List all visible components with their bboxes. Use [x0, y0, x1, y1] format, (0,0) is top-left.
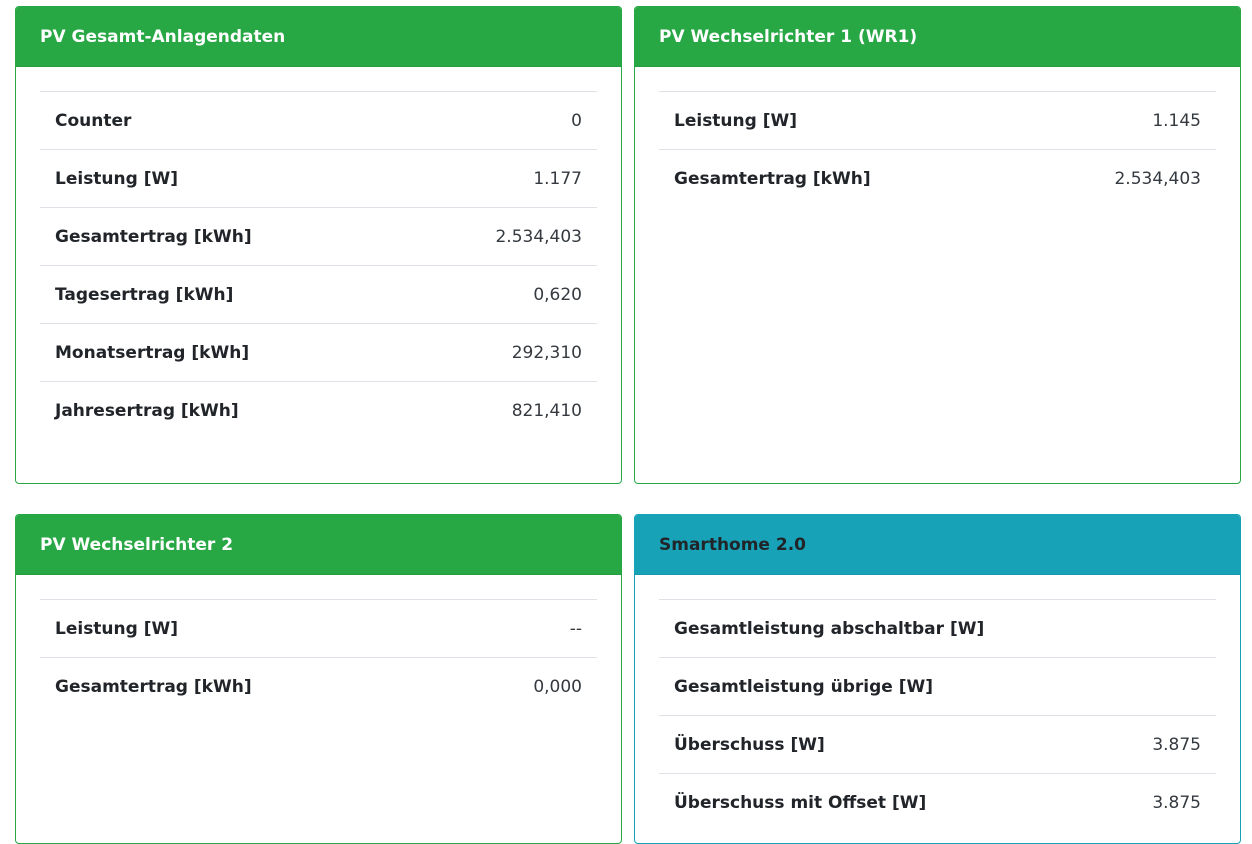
- row-value: [1111, 599, 1216, 658]
- table-row: Gesamtleistung übrige [W]: [659, 657, 1216, 716]
- card-pv-wr1: PV Wechselrichter 1 (WR1) Leistung [W] 1…: [634, 6, 1241, 484]
- row-value: 2.534,403: [1026, 149, 1216, 208]
- row-label: Counter: [40, 91, 408, 150]
- row-label: Leistung [W]: [40, 599, 454, 658]
- row-label: Gesamtleistung übrige [W]: [659, 657, 1112, 716]
- row-label: Gesamtertrag [kWh]: [40, 207, 408, 266]
- table-row: Gesamtertrag [kWh] 2.534,403: [40, 207, 597, 266]
- row-value: 0,620: [407, 265, 597, 324]
- row-label: Leistung [W]: [659, 91, 1027, 150]
- table-row: Überschuss [W] 3.875: [659, 715, 1216, 774]
- row-label: Jahresertrag [kWh]: [40, 381, 408, 440]
- row-label: Gesamtleistung abschaltbar [W]: [659, 599, 1112, 658]
- smarthome-table: Gesamtleistung abschaltbar [W] Gesamtlei…: [659, 599, 1216, 832]
- table-row: Leistung [W] 1.177: [40, 149, 597, 208]
- table-row: Jahresertrag [kWh] 821,410: [40, 381, 597, 440]
- row-value: --: [453, 599, 597, 658]
- row-value: 1.145: [1026, 91, 1216, 150]
- card-pv-wr2: PV Wechselrichter 2 Leistung [W] -- Gesa…: [15, 514, 622, 844]
- table-row: Monatsertrag [kWh] 292,310: [40, 323, 597, 382]
- card-smarthome: Smarthome 2.0 Gesamtleistung abschaltbar…: [634, 514, 1241, 844]
- row-label: Gesamtertrag [kWh]: [659, 149, 1027, 208]
- row-value: 2.534,403: [407, 207, 597, 266]
- table-row: Leistung [W] 1.145: [659, 91, 1216, 150]
- row-value: 0: [407, 91, 597, 150]
- row-label: Monatsertrag [kWh]: [40, 323, 408, 382]
- card-header-pv-wr1: PV Wechselrichter 1 (WR1): [635, 7, 1240, 67]
- table-row: Gesamtertrag [kWh] 2.534,403: [659, 149, 1216, 208]
- row-label: Überschuss [W]: [659, 715, 1112, 774]
- pv-wr2-table: Leistung [W] -- Gesamtertrag [kWh] 0,000: [40, 599, 597, 716]
- row-value: 1.177: [407, 149, 597, 208]
- table-row: Überschuss mit Offset [W] 3.875: [659, 773, 1216, 832]
- pv-wr1-table: Leistung [W] 1.145 Gesamtertrag [kWh] 2.…: [659, 91, 1216, 208]
- pv-gesamt-table: Counter 0 Leistung [W] 1.177 Gesamtertra…: [40, 91, 597, 440]
- row-value: 292,310: [407, 323, 597, 382]
- row-value: [1111, 657, 1216, 716]
- table-row: Gesamtleistung abschaltbar [W]: [659, 599, 1216, 658]
- table-row: Gesamtertrag [kWh] 0,000: [40, 657, 597, 716]
- table-row: Counter 0: [40, 91, 597, 150]
- card-header-pv-gesamt: PV Gesamt-Anlagendaten: [16, 7, 621, 67]
- row-value: 3.875: [1111, 715, 1216, 774]
- row-label: Gesamtertrag [kWh]: [40, 657, 454, 716]
- row-value: 821,410: [407, 381, 597, 440]
- row-label: Leistung [W]: [40, 149, 408, 208]
- card-header-pv-wr2: PV Wechselrichter 2: [16, 515, 621, 575]
- row-label: Überschuss mit Offset [W]: [659, 773, 1112, 832]
- row-value: 0,000: [453, 657, 597, 716]
- row-label: Tagesertrag [kWh]: [40, 265, 408, 324]
- card-header-smarthome: Smarthome 2.0: [635, 515, 1240, 575]
- table-row: Tagesertrag [kWh] 0,620: [40, 265, 597, 324]
- card-pv-gesamt: PV Gesamt-Anlagendaten Counter 0 Leistun…: [15, 6, 622, 484]
- table-row: Leistung [W] --: [40, 599, 597, 658]
- row-value: 3.875: [1111, 773, 1216, 832]
